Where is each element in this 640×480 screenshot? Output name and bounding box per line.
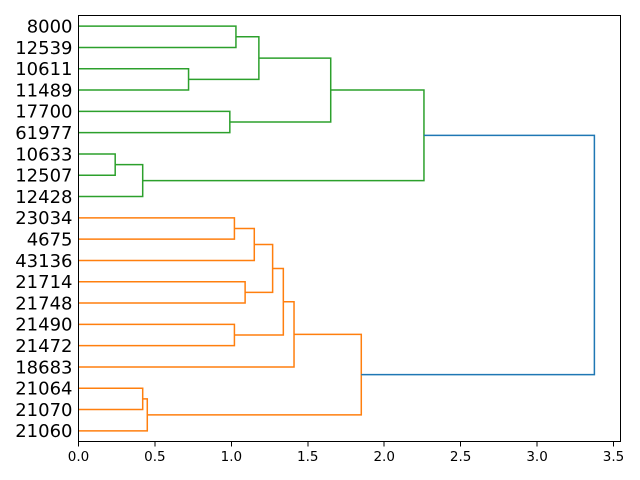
leaf-label: 23034 <box>15 208 72 229</box>
dendrogram-link-o3 <box>78 281 246 304</box>
leaf-label: 43136 <box>15 251 72 272</box>
leaf-label: 10611 <box>15 59 72 80</box>
x-tick-label: 1.5 <box>297 449 318 465</box>
leaf-label: 21748 <box>15 293 72 314</box>
leaf-label: 21714 <box>15 272 72 293</box>
leaf-label: 8000 <box>27 16 73 37</box>
leaf-label: 10633 <box>15 144 72 165</box>
leaf-label: 21070 <box>15 400 72 421</box>
leaf-label: 12539 <box>15 38 72 59</box>
leaf-label: 18683 <box>15 357 72 378</box>
dendrogram-link-g8 <box>142 89 425 182</box>
x-tick-label: 2.5 <box>450 449 471 465</box>
leaf-label: 17700 <box>15 102 72 123</box>
leaf-label: 61977 <box>15 123 72 144</box>
x-tick-label: 3.5 <box>603 449 624 465</box>
x-tick-label: 3.0 <box>526 449 547 465</box>
x-tick-label: 0.5 <box>144 449 165 465</box>
leaf-label: 21060 <box>15 421 72 442</box>
leaf-label: 21490 <box>15 315 72 336</box>
x-tick-label: 0.0 <box>68 449 89 465</box>
dendrogram-link-g3 <box>188 36 260 81</box>
leaf-label: 4675 <box>27 229 73 250</box>
leaf-label: 21064 <box>15 379 72 400</box>
leaf-label: 12507 <box>15 166 72 187</box>
plot-spines <box>78 15 621 442</box>
leaf-label: 21472 <box>15 336 72 357</box>
dendrogram-link-o5 <box>78 323 236 347</box>
x-tick-label: 2.0 <box>373 449 394 465</box>
dendrogram-link-root <box>361 134 596 376</box>
dendrogram-link-g5 <box>229 57 332 123</box>
x-tick-label: 1.0 <box>221 449 242 465</box>
dendrogram-link-o1 <box>78 217 236 240</box>
leaf-label: 12428 <box>15 187 72 208</box>
dendrogram-link-g2 <box>78 68 190 91</box>
leaf-label: 11489 <box>15 80 72 101</box>
